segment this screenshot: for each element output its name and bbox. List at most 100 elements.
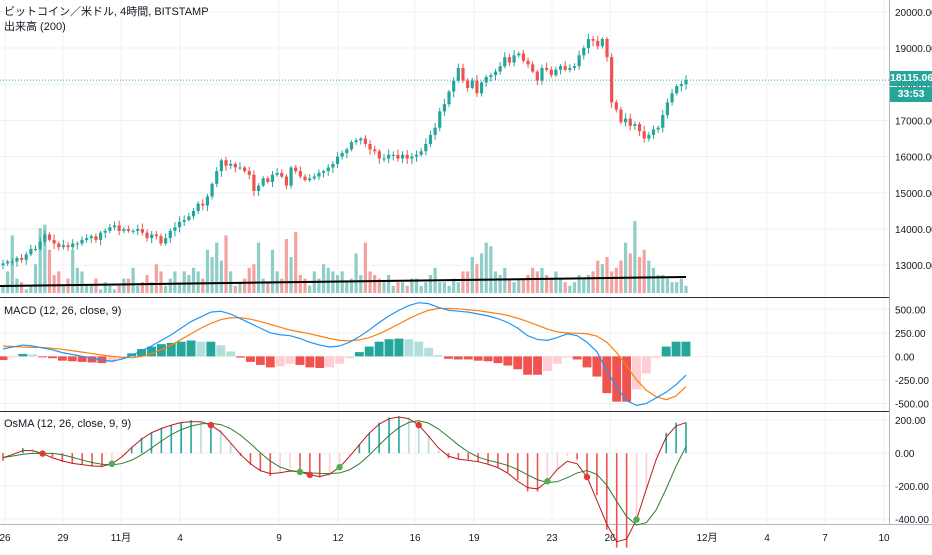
osma-bar: [2, 453, 4, 461]
macd-histogram-bar: [483, 356, 493, 362]
volume-bar: [438, 282, 442, 293]
candle-body: [377, 151, 381, 159]
osma-tick-label: -200.00: [895, 482, 929, 493]
candle-body: [475, 80, 479, 94]
candle-body: [596, 40, 600, 47]
candle-body: [637, 124, 642, 132]
volume-bar: [549, 278, 553, 293]
candle-body: [266, 178, 270, 182]
candle-body: [29, 248, 33, 255]
macd-histogram-bar: [226, 351, 236, 357]
osma-bar: [120, 453, 123, 459]
osma-bar: [467, 453, 470, 460]
volume-bar: [233, 285, 237, 293]
macd-histogram-bar: [137, 349, 147, 357]
candle-body: [479, 82, 484, 94]
volume-bar: [122, 278, 126, 293]
price-tick-label: 14000.00: [895, 225, 932, 236]
volume-ma-line: [0, 276, 687, 287]
candle-body: [177, 221, 182, 228]
candle-body: [507, 57, 512, 63]
macd-tick-label: 500.00: [895, 305, 926, 316]
volume-bar: [173, 271, 177, 293]
osma-tick-label: 200.00: [895, 416, 926, 427]
candle-body: [196, 203, 200, 211]
volume-bar: [252, 264, 256, 293]
candle-body: [145, 232, 149, 239]
macd-histogram-bar: [434, 355, 443, 357]
candle-body: [493, 71, 498, 76]
volume-bar: [368, 271, 372, 293]
osma-bar: [477, 453, 479, 463]
time-tick-label: 23: [546, 533, 558, 544]
volume-bar: [136, 285, 140, 293]
candle-body: [275, 172, 279, 175]
volume-bar: [131, 267, 135, 293]
macd-histogram-bar: [463, 356, 473, 360]
volume-bar: [391, 285, 395, 293]
osma-sell-marker: [207, 421, 215, 429]
macd-tick-label: 0.00: [895, 352, 915, 363]
osma-bar: [140, 437, 143, 454]
volume-bar: [57, 271, 61, 293]
candle-body: [466, 80, 470, 88]
candle-body: [261, 178, 265, 186]
volume-bar: [71, 249, 75, 293]
candle-body: [159, 236, 163, 244]
volume-bar: [284, 239, 289, 293]
macd-histogram-bar: [364, 346, 374, 357]
macd-histogram-bar: [394, 338, 404, 357]
macd-histogram-bar: [572, 356, 582, 360]
macd-histogram-bar: [641, 356, 651, 374]
volume-bar: [373, 275, 377, 293]
candle-body: [549, 69, 553, 76]
volume-bar: [498, 275, 502, 293]
volume-bar: [591, 271, 595, 293]
volume-bar: [29, 285, 33, 293]
volume-bar: [568, 285, 572, 293]
macd-histogram-bar: [453, 356, 463, 360]
candle-body: [66, 245, 70, 248]
candle-body: [582, 48, 586, 56]
volume-bar: [308, 285, 312, 293]
time-tick-label: 16: [409, 533, 421, 544]
candle-body: [47, 234, 52, 240]
osma-fast-line: [2, 416, 687, 543]
volume-bar: [563, 282, 567, 293]
volume-bar: [512, 282, 516, 293]
candle-body: [280, 172, 284, 177]
volume-bar: [419, 285, 423, 293]
volume-bar: [52, 275, 56, 293]
candle-body: [308, 178, 312, 181]
macd-histogram-bar: [196, 341, 206, 357]
osma-bar: [457, 453, 460, 460]
candle-body: [85, 238, 89, 240]
candle-body: [442, 104, 446, 112]
macd-histogram-bar: [533, 356, 542, 375]
macd-histogram-bar: [473, 356, 483, 361]
volume-bar: [243, 278, 247, 293]
macd-histogram-bar: [632, 356, 641, 390]
candle-body: [498, 66, 502, 72]
osma-bar: [625, 453, 628, 548]
candle-body: [535, 71, 539, 81]
candle-body: [531, 64, 535, 72]
volume-bar: [554, 271, 558, 293]
macd-histogram-bar: [404, 339, 414, 357]
osma-bar: [219, 430, 222, 454]
candle-body: [387, 154, 391, 159]
osma-title: OsMA (12, 26, close, 9, 9): [4, 418, 132, 430]
macd-tick-label: -250.00: [895, 376, 929, 387]
volume-bar: [47, 249, 52, 293]
candle-body: [61, 245, 66, 248]
candle-body: [219, 160, 223, 172]
volume-bar: [382, 282, 386, 293]
osma-bar: [328, 453, 331, 477]
candle-body: [456, 67, 460, 81]
volume-bar: [98, 289, 103, 293]
macd-histogram-bar: [414, 341, 424, 357]
candle-body: [43, 234, 47, 242]
candle-body: [24, 254, 28, 260]
